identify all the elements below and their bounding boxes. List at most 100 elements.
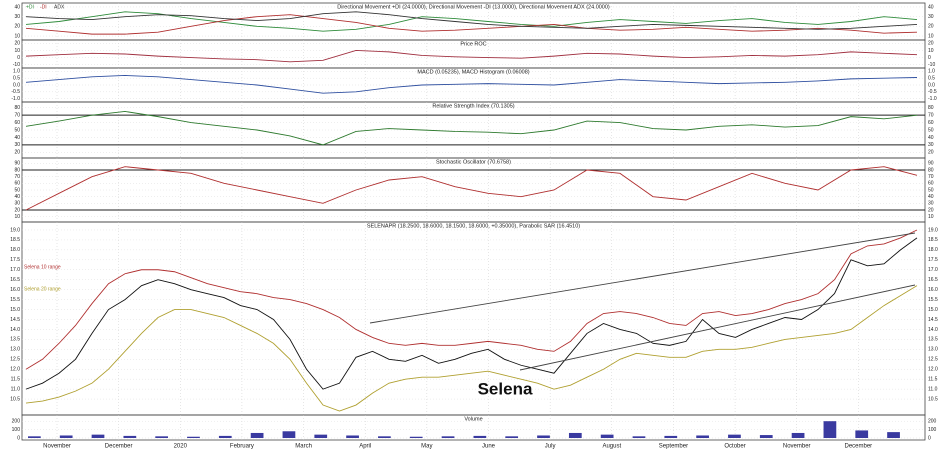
y-tick-label: 0.0 [928,82,935,88]
bar [632,436,646,438]
y-tick-label: -0.5 [928,89,937,95]
y-tick-label: 10 [928,33,934,39]
bar [282,431,296,438]
y-tick-label: -10 [928,62,935,68]
y-tick-label: 15.0 [10,307,20,313]
y-tick-label: 16.0 [10,287,20,293]
y-tick-label: 70 [928,174,934,180]
bar [409,436,423,438]
bar [664,435,678,438]
y-tick-label: 11.5 [11,377,21,383]
value-line [25,166,918,211]
bar [791,432,805,438]
y-tick-label: 13.0 [10,347,20,353]
bar [855,430,869,438]
y-tick-label: 80 [928,167,934,173]
trend-line [519,284,916,371]
x-tick-label: February [230,444,254,450]
panel-title: Volume [464,416,482,422]
value-line [25,75,918,94]
y-tick-label: 200 [12,419,21,425]
panel-title: Directional Movement +DI (24.0000), Dire… [337,4,610,10]
panel-title: Stochastic Oscillator (70.6758) [436,159,511,165]
y-tick-label: 15.5 [10,297,20,303]
x-tick-label: August [602,444,621,450]
y-tick-label: 13.0 [928,347,938,353]
y-tick-label: 19.0 [928,227,938,233]
y-tick-label: 50 [928,127,934,133]
y-tick-label: 60 [14,181,20,187]
y-tick-label: 12.5 [928,357,938,363]
y-tick-label: 17.0 [928,267,938,273]
y-tick-label: 40 [14,4,20,10]
y-tick-label: 100 [12,427,21,433]
y-tick-label: 20 [14,41,20,47]
y-tick-label: 40 [14,194,20,200]
series-line [25,14,918,35]
series-line [25,11,918,32]
bar [378,436,391,438]
panel-title: MACD (0.05235), MACD Histogram (0.06008) [417,69,529,75]
bar [887,432,900,438]
bar [728,434,741,438]
bar [759,435,773,438]
trend-line [369,232,916,324]
y-tick-label: 0 [17,435,20,441]
y-tick-label: 80 [928,105,934,111]
y-tick-label: 1.0 [928,69,935,75]
y-tick-label: 50 [14,187,20,193]
legend-entry: Selena 20 range [24,286,61,292]
x-tick-label: April [359,444,371,450]
y-tick-label: 19.0 [10,227,20,233]
y-tick-label: 40 [14,135,20,141]
bar [155,436,169,438]
y-tick-label: 13.5 [10,337,20,343]
y-tick-label: 20 [928,150,934,156]
panel-title: Price ROC [460,41,486,47]
y-tick-label: 14.5 [928,317,938,323]
y-tick-label: -10 [13,62,20,68]
y-tick-label: 20 [14,150,20,156]
y-tick-label: 10.5 [928,396,938,402]
x-tick-label: June [482,444,496,450]
x-tick-label: 2020 [174,444,188,450]
bar [441,436,455,438]
bar [123,435,137,438]
x-tick-label: December [845,444,873,450]
y-tick-label: 70 [14,112,20,118]
y-tick-label: 80 [14,167,20,173]
y-tick-label: 30 [14,14,20,20]
y-tick-label: 17.0 [10,267,20,273]
y-tick-label: 0.5 [928,76,935,82]
x-tick-label: March [295,444,312,450]
y-tick-label: 17.5 [10,257,20,263]
y-tick-label: 20 [928,24,934,30]
bar [314,434,328,438]
y-tick-label: 10.5 [10,396,20,402]
y-tick-label: 0 [17,55,20,61]
y-tick-label: 12.0 [10,367,20,373]
y-tick-label: 1.0 [13,69,20,75]
value-line [25,110,918,146]
y-tick-label: 11.5 [928,377,938,383]
y-tick-label: 200 [928,419,937,425]
bar [823,421,837,438]
y-tick-label: 20 [14,207,20,213]
y-tick-label: 16.5 [10,277,20,283]
y-tick-label: 14.5 [10,317,20,323]
y-tick-label: 10 [928,48,934,54]
y-tick-label: 0.0 [13,82,20,88]
panel-frame [21,414,926,441]
legend-entry: +DI [26,4,34,10]
bar [187,436,200,438]
x-tick-label: October [724,444,745,450]
y-tick-label: 30 [14,142,20,148]
y-tick-label: 90 [928,161,934,167]
y-tick-label: 40 [928,4,934,10]
legend-entry: Selena 10 range [24,264,61,270]
y-tick-label: 20 [928,207,934,213]
y-tick-label: 80 [14,105,20,111]
y-tick-label: -1.0 [928,96,937,102]
